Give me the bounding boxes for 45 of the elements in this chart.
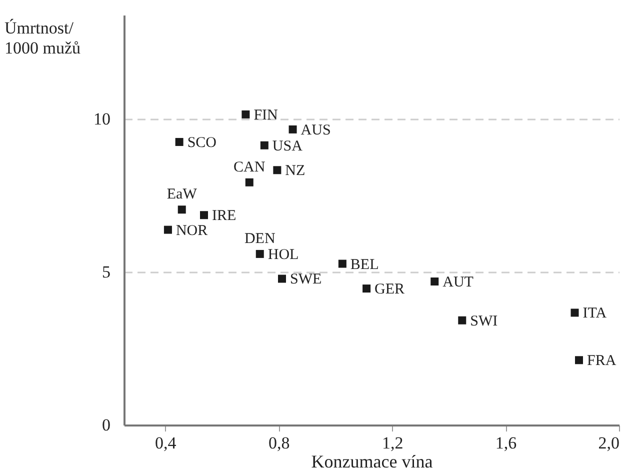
annotation: NZ — [285, 163, 306, 180]
point — [458, 316, 466, 324]
annotation: SWE — [290, 272, 322, 288]
y-tick-label: 10 — [94, 110, 110, 129]
annotation: USA — [272, 138, 303, 154]
x-tick-label: 1,2 — [382, 434, 404, 452]
y-tick-label: 0 — [102, 416, 110, 434]
x-axis-title: Konzumace vína — [311, 452, 433, 472]
y-tick-label: 5 — [102, 262, 110, 282]
point — [245, 178, 254, 186]
point — [575, 356, 584, 364]
point — [256, 250, 264, 258]
point — [278, 274, 286, 283]
y-axis-title: Úmrtnost/ 1000 mužů — [4, 18, 82, 58]
point — [178, 206, 186, 214]
annotation: CAN — [234, 159, 266, 176]
point — [164, 226, 172, 234]
annotation: FIN — [254, 107, 278, 124]
annotation: NOR — [176, 222, 208, 239]
x-tick-label: 0,8 — [268, 434, 290, 452]
x-tick-label: 1,6 — [495, 434, 517, 452]
x-tick-label: 0,4 — [155, 434, 177, 452]
point — [273, 166, 282, 174]
annotation: HOL — [268, 246, 299, 263]
annotation: SWI — [470, 313, 498, 330]
annotation: AUS — [300, 122, 331, 138]
annotation: EaW — [166, 186, 198, 203]
annotation: IRE — [212, 208, 236, 224]
annotation: FRA — [587, 353, 616, 370]
annotation: GER — [374, 282, 405, 298]
point — [242, 110, 250, 118]
point — [362, 284, 371, 293]
annotation: DEN — [244, 230, 276, 247]
point — [260, 141, 268, 150]
annotation: ITA — [582, 306, 607, 322]
point — [338, 260, 346, 268]
point — [175, 138, 184, 146]
annotation: AUT — [442, 274, 474, 290]
point — [570, 308, 579, 317]
point — [200, 211, 208, 220]
annotation: SCO — [187, 134, 217, 151]
x-tick-label: 2,0 — [598, 434, 620, 452]
point — [288, 125, 297, 134]
point — [430, 278, 439, 286]
annotation: BEL — [350, 256, 379, 273]
